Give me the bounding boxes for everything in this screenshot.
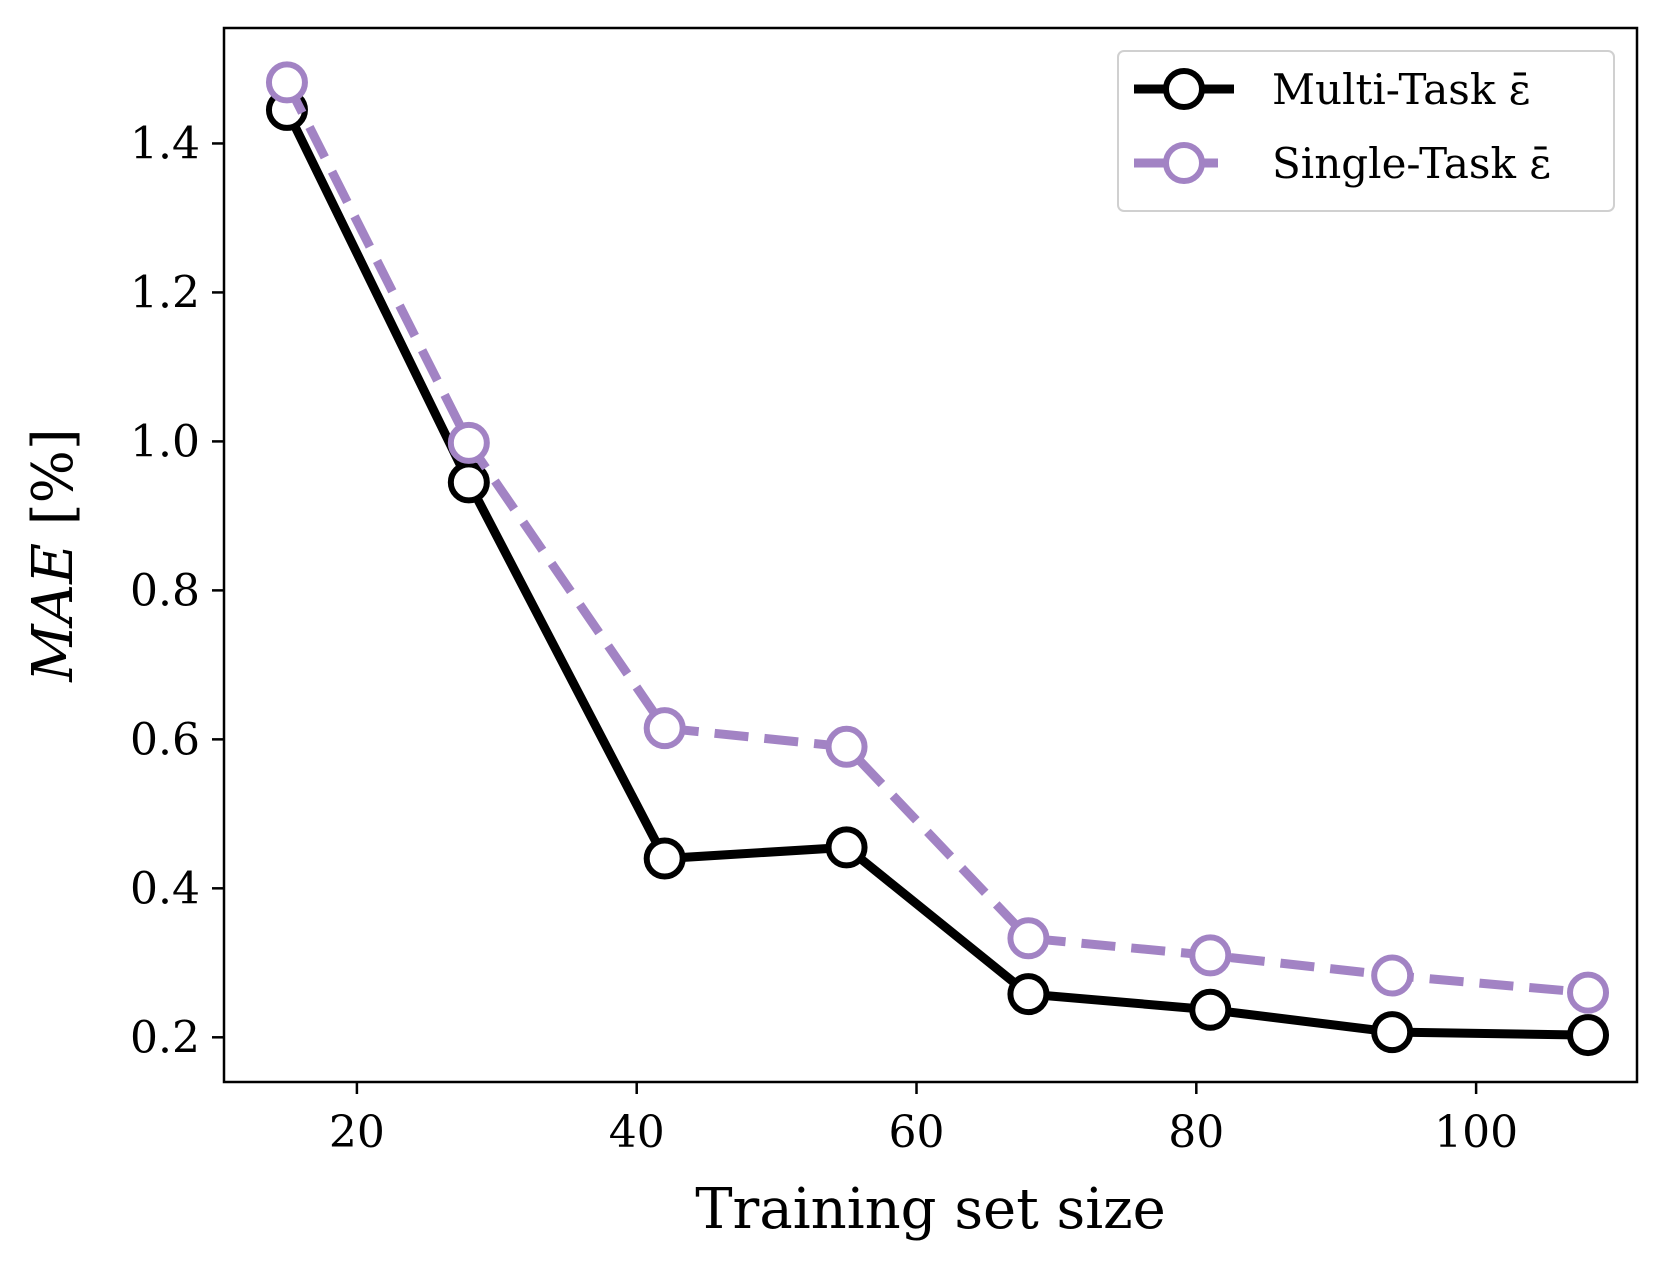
series-line: [282, 80, 1589, 998]
axes-frame: [222, 26, 1639, 1084]
y-axis-title: MAE [%]: [21, 428, 86, 682]
series-single-task: [265, 61, 1610, 1014]
y-axis-title-unit: [%]: [21, 428, 86, 543]
legend-box: [1117, 50, 1615, 212]
data-point: [1189, 988, 1232, 1031]
x-tick-label: 80: [1168, 1107, 1224, 1158]
y-tick-label: 0.4: [130, 863, 200, 914]
data-point: [265, 61, 308, 104]
legend-label: Single-Task ε̄: [1272, 139, 1551, 188]
data-point: [447, 461, 490, 504]
data-point: [825, 725, 868, 768]
data-point: [1567, 1014, 1610, 1057]
data-point: [1371, 954, 1414, 997]
legend-marker: [1163, 68, 1205, 110]
y-axis: 0.2 0.4 0.6 0.8 1.0 1.2 1.4: [130, 118, 224, 1063]
legend-marker: [1163, 142, 1205, 184]
legend-items: Multi-Task ε̄ Single-Task ε̄: [1134, 65, 1551, 188]
x-tick-label: 100: [1434, 1107, 1518, 1158]
series-layer: [265, 61, 1610, 1057]
y-tick-label: 0.6: [130, 714, 200, 765]
data-point: [1567, 971, 1610, 1014]
x-tick-label: 60: [889, 1107, 945, 1158]
y-axis-title-italic: MAE: [21, 543, 86, 683]
y-tick-label: 1.4: [130, 118, 200, 169]
data-point: [643, 707, 686, 750]
data-point: [825, 826, 868, 869]
data-point: [1371, 1011, 1414, 1054]
y-tick-label: 0.2: [130, 1012, 200, 1063]
data-point: [447, 421, 490, 464]
legend: Multi-Task ε̄ Single-Task ε̄: [1117, 50, 1615, 212]
legend-item: Single-Task ε̄: [1134, 139, 1551, 188]
y-tick-label: 0.8: [130, 565, 200, 616]
x-tick-label: 40: [609, 1107, 665, 1158]
x-axis: 20 40 60 80 100: [329, 1082, 1518, 1158]
legend-item: Multi-Task ε̄: [1134, 65, 1530, 114]
series-multi-task: [265, 88, 1610, 1057]
series-line: [282, 107, 1589, 1040]
data-point: [1189, 934, 1232, 977]
data-point: [1007, 973, 1050, 1016]
x-tick-label: 20: [329, 1107, 385, 1158]
data-point: [1007, 917, 1050, 960]
legend-label: Multi-Task ε̄: [1272, 65, 1530, 114]
y-tick-label: 1.2: [130, 267, 200, 318]
x-axis-title: Training set size: [695, 1177, 1166, 1242]
y-tick-label: 1.0: [130, 416, 200, 467]
data-point: [643, 837, 686, 880]
